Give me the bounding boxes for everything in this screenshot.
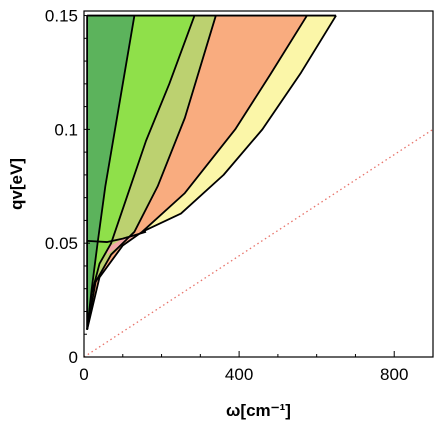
y-axis-label: qv[eV] [7,158,26,210]
region-1 [87,15,135,330]
y-tick-label: 0 [69,348,78,367]
curve-7 [87,230,147,243]
curve-3 [86,15,196,330]
y-tick-label: 0.1 [54,120,78,139]
axis-ticks: 0 400 800 0 0.05 0.1 0.15 [45,7,409,384]
y-tick-label: 0.15 [45,7,78,26]
region-3 [87,15,216,330]
plot-frame [83,10,434,358]
dotted-line-9 [83,128,434,358]
curve-4 [86,15,217,330]
x-tick-label: 0 [79,365,88,384]
filled-regions [87,15,337,330]
boundary-curves [83,14,434,358]
x-axis-label: ω[cm⁻¹] [226,401,291,420]
x-tick-label: 400 [225,365,253,384]
region-4 [87,15,307,330]
y-tick-label: 0.05 [45,234,78,253]
curve-2 [86,15,136,330]
curve-5 [86,15,308,330]
x-tick-label: 800 [380,365,408,384]
region-2 [87,15,195,330]
curve-6 [141,15,337,233]
